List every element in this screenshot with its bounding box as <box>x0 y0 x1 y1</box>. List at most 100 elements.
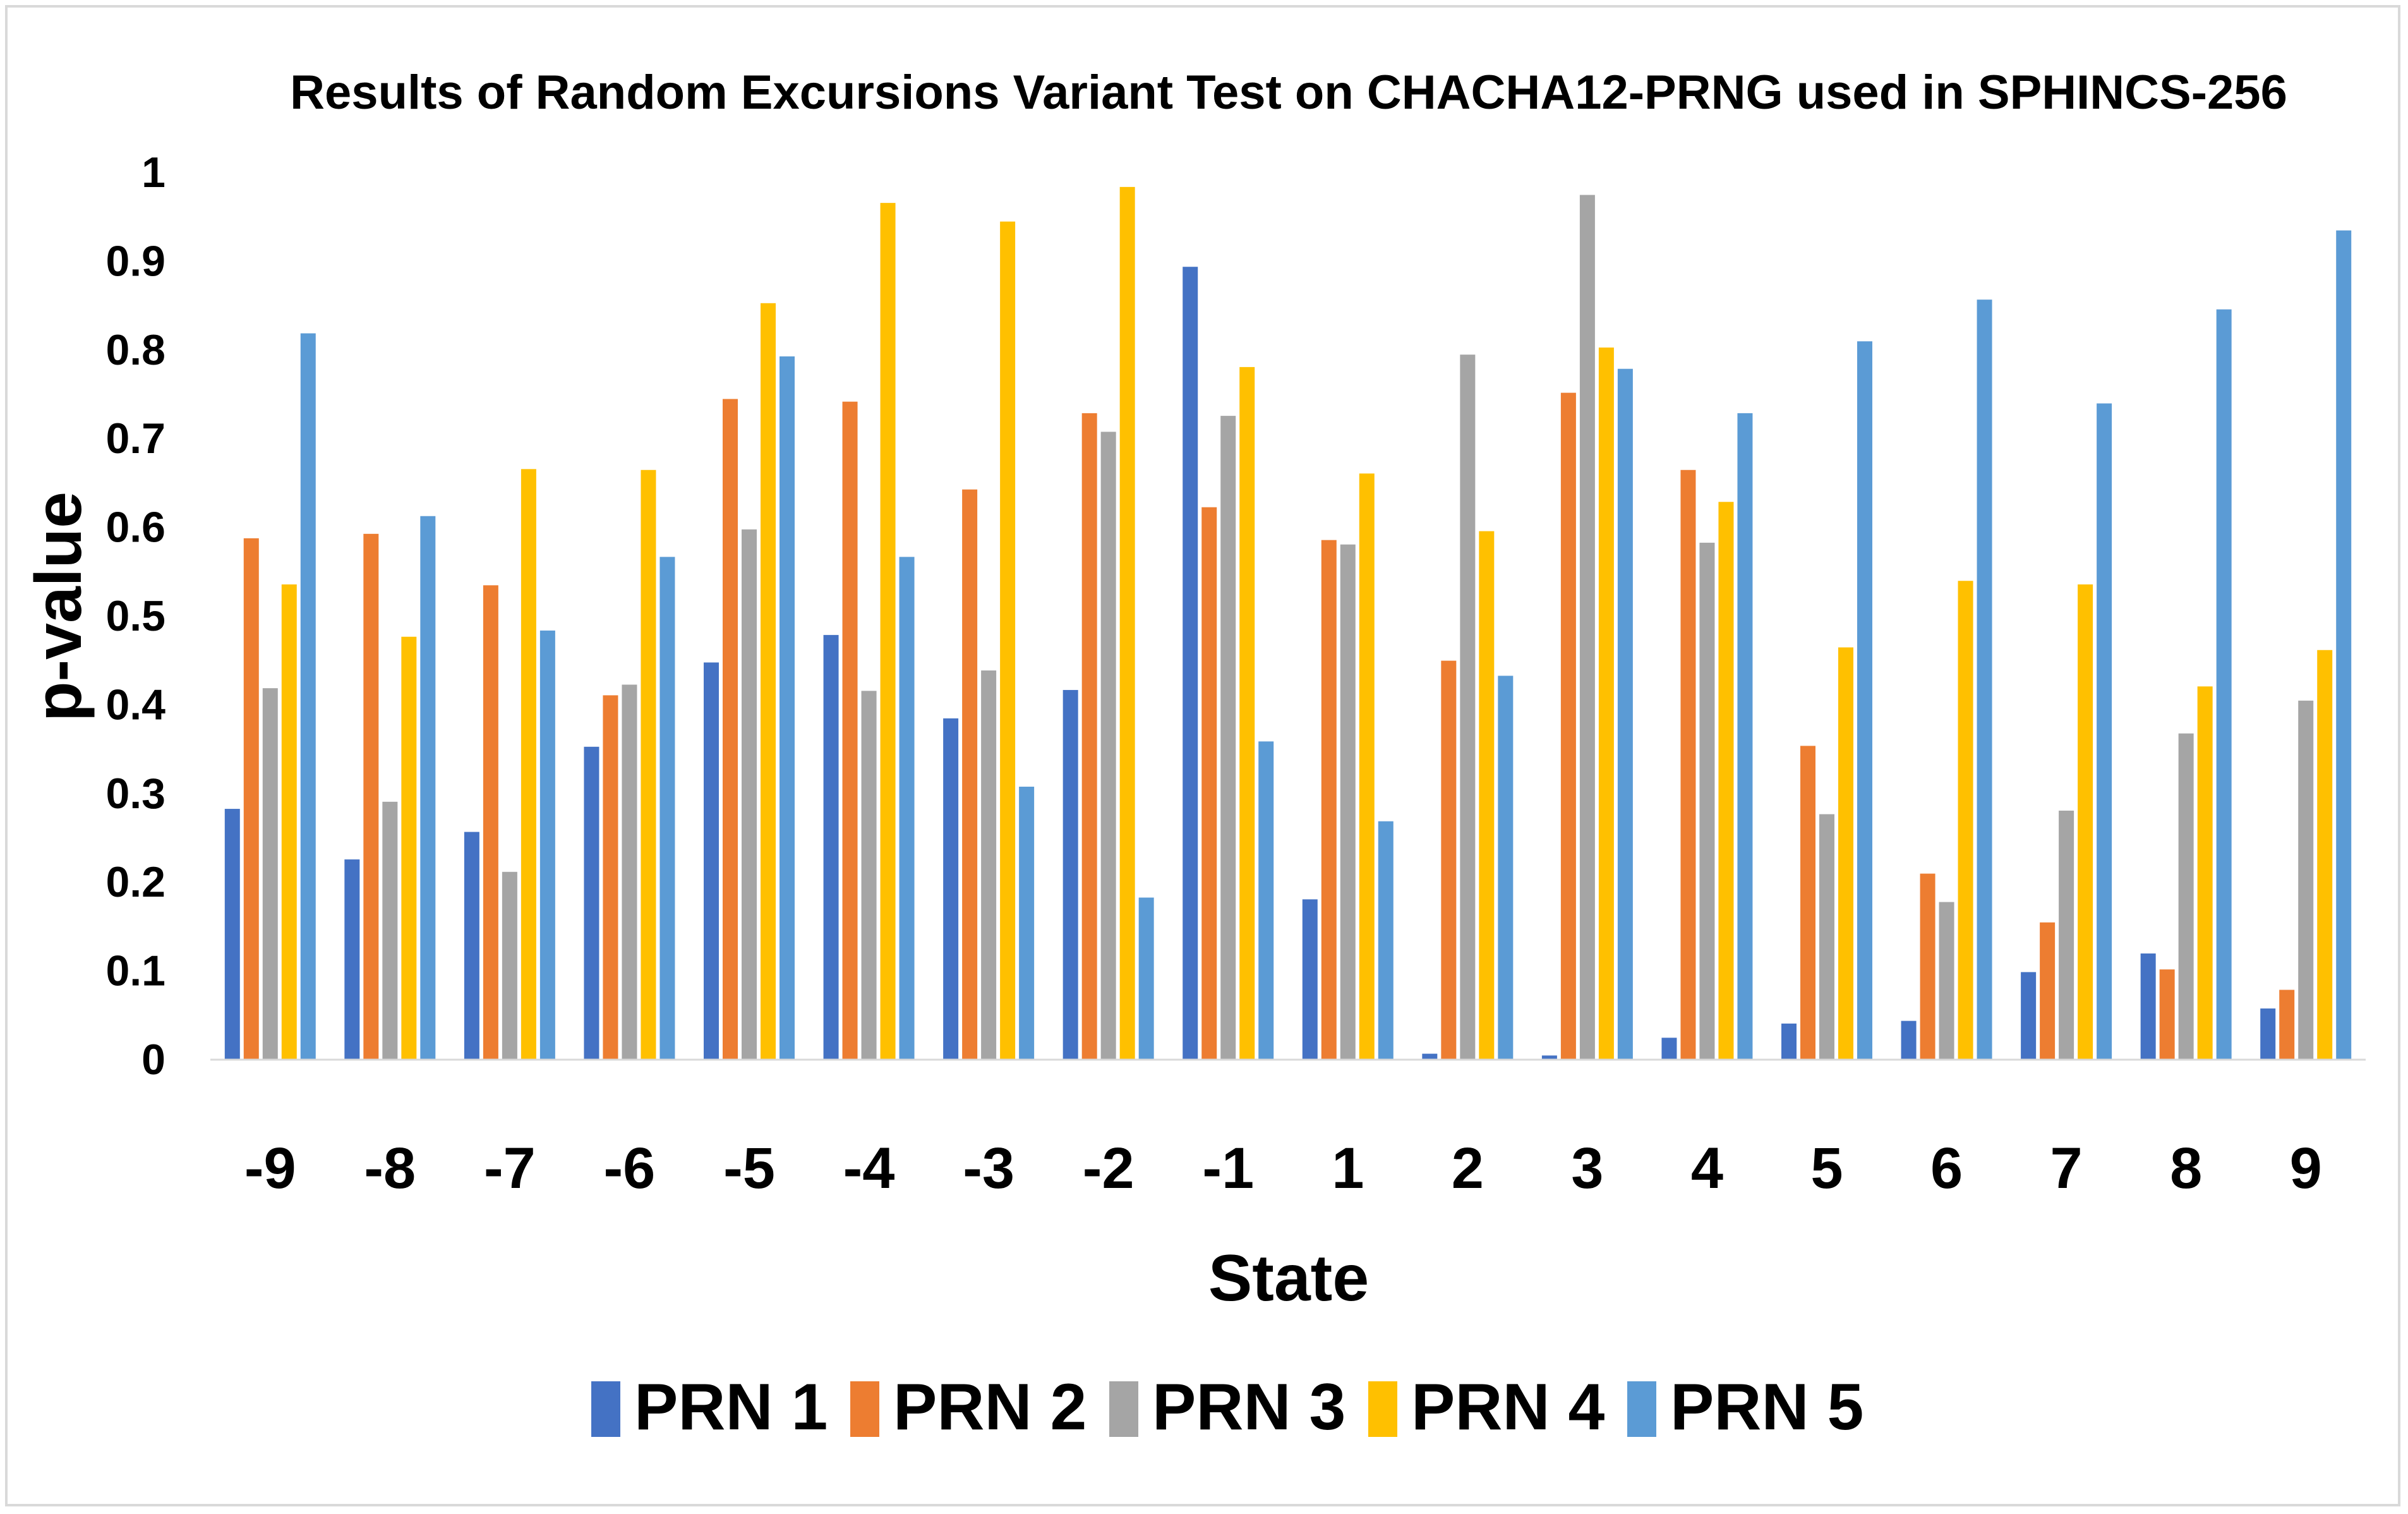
x-category-label: 5 <box>1810 1136 1843 1201</box>
bar-prn-3-state--8 <box>382 801 398 1059</box>
x-category-label: -8 <box>364 1136 416 1201</box>
y-tick-label: 1 <box>141 148 166 197</box>
bar-prn-4-state-1 <box>1359 473 1375 1059</box>
bar-prn-1-state-3 <box>1541 1055 1557 1059</box>
bar-prn-5-state--9 <box>300 333 316 1059</box>
x-category-label: -3 <box>963 1136 1014 1201</box>
bar-prn-2-state-8 <box>2159 969 2175 1059</box>
x-axis-categories: -9 -8 -7 -6 -5 -4 -3 -2 -1 1 2 3 4 5 6 7 8 9 <box>244 1136 2322 1201</box>
legend-label: PRN 1 <box>634 1371 828 1444</box>
chart-title: Results of Random Excursions Variant Tes… <box>290 66 2287 119</box>
bar-prn-1-state--6 <box>584 746 599 1059</box>
bar-prn-3-state--9 <box>262 688 278 1059</box>
y-axis-title: p-value <box>22 492 95 722</box>
bar-prn-5-state-7 <box>2097 403 2112 1059</box>
bar-prn-4-state-7 <box>2078 584 2093 1059</box>
bar-prn-4-state-6 <box>1958 581 1973 1059</box>
bar-prn-2-state-6 <box>1920 873 1935 1059</box>
x-category-label: 1 <box>1332 1136 1364 1201</box>
legend-swatch-prn-2 <box>850 1381 879 1437</box>
bar-prn-1-state--4 <box>823 634 839 1059</box>
legend-label: PRN 2 <box>893 1371 1087 1444</box>
bar-prn-4-state-9 <box>2317 650 2333 1059</box>
bar-prn-5-state-4 <box>1737 413 1753 1059</box>
bar-prn-4-state--4 <box>880 203 896 1059</box>
bar-prn-4-state-3 <box>1598 347 1614 1060</box>
y-tick-label: 0.7 <box>105 415 166 463</box>
bar-prn-1-state--7 <box>464 832 479 1059</box>
legend-label: PRN 5 <box>1670 1371 1863 1444</box>
x-category-label: -5 <box>723 1136 775 1201</box>
x-category-label: 3 <box>1571 1136 1603 1201</box>
bar-prn-1-state-9 <box>2260 1008 2276 1059</box>
bar-prn-4-state-2 <box>1479 531 1495 1059</box>
bar-prn-1-state-5 <box>1781 1023 1797 1059</box>
bar-prn-5-state--7 <box>539 630 555 1059</box>
bar-prn-1-state--8 <box>344 859 360 1059</box>
bar-prn-5-state-9 <box>2336 230 2352 1059</box>
bar-prn-2-state-2 <box>1441 660 1457 1059</box>
bar-prn-4-state-5 <box>1838 647 1853 1059</box>
legend-swatch-prn-3 <box>1109 1381 1138 1437</box>
bar-prn-2-state-7 <box>2040 922 2056 1059</box>
y-tick-label: 0.3 <box>105 770 166 818</box>
bar-prn-2-state-5 <box>1800 746 1815 1059</box>
bar-prn-5-state--1 <box>1258 741 1274 1059</box>
bar-prn-2-state--4 <box>842 401 858 1059</box>
bar-prn-1-state--2 <box>1063 689 1078 1059</box>
bar-prn-3-state-7 <box>2059 810 2074 1059</box>
bar-prn-1-state-2 <box>1422 1053 1438 1059</box>
x-category-label: -2 <box>1083 1136 1135 1201</box>
legend-swatch-prn-1 <box>591 1381 620 1437</box>
y-tick-label: 0.4 <box>105 681 166 729</box>
bar-prn-4-state--2 <box>1119 186 1135 1059</box>
bar-prn-3-state--1 <box>1220 416 1236 1059</box>
bar-prn-1-state-8 <box>2140 953 2156 1059</box>
bar-prn-2-state--2 <box>1081 413 1097 1059</box>
bar-prn-2-state--5 <box>723 399 738 1059</box>
bar-prn-3-state-3 <box>1579 195 1595 1059</box>
bar-prn-5-state-6 <box>1977 300 1992 1059</box>
x-category-label: 2 <box>1452 1136 1484 1201</box>
bar-prn-5-state-2 <box>1498 675 1514 1059</box>
bar-prn-5-state-1 <box>1378 821 1394 1059</box>
bar-prn-3-state-5 <box>1819 814 1834 1059</box>
x-category-label: -4 <box>843 1136 895 1201</box>
bar-prn-5-state--8 <box>420 516 436 1059</box>
legend: PRN 1 PRN 2 PRN 3 PRN 4 PRN 5 <box>591 1371 1863 1444</box>
y-tick-label: 0.1 <box>105 947 166 995</box>
y-tick-label: 0.9 <box>105 237 166 285</box>
bar-prn-2-state--7 <box>483 585 498 1059</box>
bar-prn-4-state-8 <box>2197 686 2213 1059</box>
x-category-label: -6 <box>604 1136 656 1201</box>
bar-prn-2-state-4 <box>1680 469 1696 1059</box>
legend-label: PRN 4 <box>1411 1371 1604 1444</box>
bar-prn-4-state--7 <box>521 469 536 1059</box>
bar-prn-5-state-8 <box>2216 309 2232 1059</box>
bar-prn-4-state--9 <box>281 584 297 1059</box>
bar-prn-3-state--3 <box>981 670 997 1059</box>
x-category-label: -7 <box>484 1136 536 1201</box>
x-category-label: 6 <box>1930 1136 1963 1201</box>
bar-prn-2-state-1 <box>1321 540 1337 1059</box>
bar-prn-5-state--3 <box>1019 786 1035 1059</box>
bar-prn-4-state--6 <box>641 469 656 1059</box>
bar-prn-2-state-3 <box>1560 392 1576 1060</box>
bar-prn-3-state--7 <box>502 871 517 1059</box>
bar-prn-1-state-7 <box>2021 972 2037 1059</box>
bar-prn-3-state-9 <box>2298 700 2314 1059</box>
bar-prn-1-state--9 <box>224 809 240 1059</box>
bar-prn-4-state--8 <box>401 636 417 1059</box>
bar-prn-3-state--4 <box>861 691 877 1059</box>
bar-prn-2-state--1 <box>1201 507 1217 1059</box>
legend-label: PRN 3 <box>1152 1371 1345 1444</box>
bar-prn-3-state-8 <box>2178 733 2194 1059</box>
bar-prn-5-state-3 <box>1617 368 1633 1059</box>
bar-prn-3-state-1 <box>1340 544 1356 1059</box>
bar-prn-2-state--6 <box>603 695 618 1059</box>
x-category-label: 8 <box>2170 1136 2202 1201</box>
bar-prn-4-state-4 <box>1718 502 1734 1059</box>
bar-prn-1-state--5 <box>704 662 719 1059</box>
x-category-label: 9 <box>2290 1136 2322 1201</box>
bar-prn-2-state-9 <box>2279 990 2295 1059</box>
